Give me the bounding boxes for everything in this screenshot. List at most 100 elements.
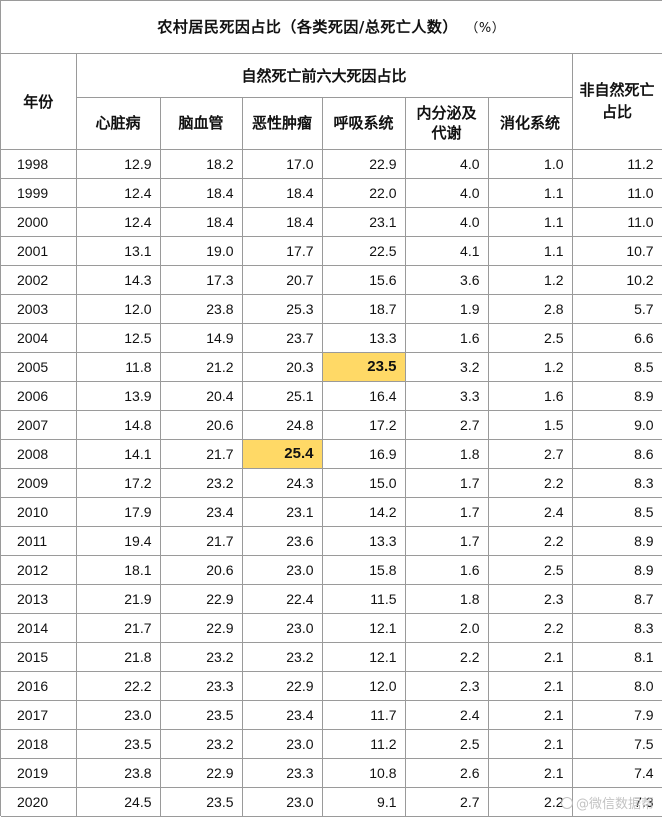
value-cell: 23.0 [76, 700, 161, 730]
year-cell: 2008 [1, 439, 77, 469]
value-cell: 11.2 [322, 729, 406, 759]
value-cell: 23.0 [242, 613, 323, 643]
year-cell: 2000 [1, 207, 77, 237]
table-row: 2011 19.4 21.7 23.6 13.3 1.7 2.2 8.9 [1, 526, 662, 556]
value-cell: 11.8 [76, 352, 161, 382]
non-natural-cell: 10.2 [572, 265, 662, 295]
value-cell: 23.1 [322, 207, 406, 237]
value-cell: 2.7 [405, 410, 489, 440]
year-cell: 2010 [1, 497, 77, 527]
non-natural-cell: 5.7 [572, 294, 662, 324]
header-group: 自然死亡前六大死因占比 [76, 53, 573, 98]
year-cell: 2013 [1, 584, 77, 614]
value-cell: 22.0 [322, 178, 406, 208]
value-cell: 18.4 [242, 207, 323, 237]
value-cell: 13.9 [76, 381, 161, 411]
value-cell: 23.5 [322, 352, 406, 382]
table-row: 2001 13.1 19.0 17.7 22.5 4.1 1.1 10.7 [1, 236, 662, 266]
value-cell: 20.7 [242, 265, 323, 295]
non-natural-cell: 8.5 [572, 352, 662, 382]
value-cell: 15.0 [322, 468, 406, 498]
value-cell: 13.3 [322, 526, 406, 556]
value-cell: 18.4 [242, 178, 323, 208]
value-cell: 24.5 [76, 787, 161, 817]
value-cell: 1.6 [405, 555, 489, 585]
table-row: 2012 18.1 20.6 23.0 15.8 1.6 2.5 8.9 [1, 555, 662, 585]
value-cell: 21.7 [76, 613, 161, 643]
table-row: 2016 22.2 23.3 22.9 12.0 2.3 2.1 8.0 [1, 671, 662, 701]
value-cell: 18.2 [160, 149, 243, 179]
value-cell: 23.6 [242, 526, 323, 556]
table-row: 2010 17.9 23.4 23.1 14.2 1.7 2.4 8.5 [1, 497, 662, 527]
value-cell: 25.3 [242, 294, 323, 324]
value-cell: 23.4 [160, 497, 243, 527]
header-cause: 心脏病 [76, 97, 161, 150]
value-cell: 14.1 [76, 439, 161, 469]
value-cell: 15.6 [322, 265, 406, 295]
table-row: 2004 12.5 14.9 23.7 13.3 1.6 2.5 6.6 [1, 323, 662, 353]
table-row: 2019 23.8 22.9 23.3 10.8 2.6 2.1 7.4 [1, 758, 662, 788]
value-cell: 12.1 [322, 642, 406, 672]
value-cell: 15.8 [322, 555, 406, 585]
header-cause: 脑血管 [160, 97, 243, 150]
value-cell: 11.5 [322, 584, 406, 614]
value-cell: 4.1 [405, 236, 489, 266]
value-cell: 13.1 [76, 236, 161, 266]
header-cause: 消化系统 [488, 97, 573, 150]
value-cell: 14.2 [322, 497, 406, 527]
value-cell: 2.2 [488, 526, 573, 556]
value-cell: 1.2 [488, 265, 573, 295]
non-natural-cell: 8.0 [572, 671, 662, 701]
table-row: 2017 23.0 23.5 23.4 11.7 2.4 2.1 7.9 [1, 700, 662, 730]
table-row: 2008 14.1 21.7 25.4 16.9 1.8 2.7 8.6 [1, 439, 662, 469]
year-cell: 2014 [1, 613, 77, 643]
value-cell: 2.3 [405, 671, 489, 701]
value-cell: 22.5 [322, 236, 406, 266]
value-cell: 1.6 [405, 323, 489, 353]
value-cell: 17.7 [242, 236, 323, 266]
value-cell: 2.5 [405, 729, 489, 759]
year-cell: 2003 [1, 294, 77, 324]
value-cell: 2.4 [488, 497, 573, 527]
table-row: 2006 13.9 20.4 25.1 16.4 3.3 1.6 8.9 [1, 381, 662, 411]
value-cell: 23.5 [76, 729, 161, 759]
table-title-cell: 农村居民死因占比（各类死因/总死亡人数） （%） [1, 1, 662, 54]
value-cell: 2.5 [488, 555, 573, 585]
year-cell: 1999 [1, 178, 77, 208]
value-cell: 1.8 [405, 439, 489, 469]
header-row-2: 心脏病 脑血管 恶性肿瘤 呼吸系统 内分泌及代谢 消化系统 [1, 97, 662, 150]
non-natural-cell: 7.9 [572, 700, 662, 730]
value-cell: 13.3 [322, 323, 406, 353]
value-cell: 14.3 [76, 265, 161, 295]
value-cell: 23.5 [160, 700, 243, 730]
value-cell: 23.8 [160, 294, 243, 324]
table-row: 2000 12.4 18.4 18.4 23.1 4.0 1.1 11.0 [1, 207, 662, 237]
table-row: 2009 17.2 23.2 24.3 15.0 1.7 2.2 8.3 [1, 468, 662, 498]
non-natural-cell: 9.0 [572, 410, 662, 440]
non-natural-cell: 7.5 [572, 729, 662, 759]
value-cell: 24.8 [242, 410, 323, 440]
value-cell: 2.3 [488, 584, 573, 614]
value-cell: 17.3 [160, 265, 243, 295]
value-cell: 23.1 [242, 497, 323, 527]
value-cell: 21.7 [160, 526, 243, 556]
value-cell: 23.2 [160, 468, 243, 498]
year-cell: 2007 [1, 410, 77, 440]
value-cell: 4.0 [405, 149, 489, 179]
year-cell: 2001 [1, 236, 77, 266]
non-natural-cell: 8.9 [572, 526, 662, 556]
value-cell: 19.4 [76, 526, 161, 556]
value-cell: 22.2 [76, 671, 161, 701]
value-cell: 22.9 [242, 671, 323, 701]
value-cell: 12.1 [322, 613, 406, 643]
year-cell: 2004 [1, 323, 77, 353]
value-cell: 20.4 [160, 381, 243, 411]
value-cell: 12.0 [322, 671, 406, 701]
value-cell: 18.4 [160, 178, 243, 208]
non-natural-cell: 8.9 [572, 381, 662, 411]
value-cell: 19.0 [160, 236, 243, 266]
table-row: 1999 12.4 18.4 18.4 22.0 4.0 1.1 11.0 [1, 178, 662, 208]
value-cell: 2.7 [405, 787, 489, 817]
value-cell: 22.9 [160, 758, 243, 788]
